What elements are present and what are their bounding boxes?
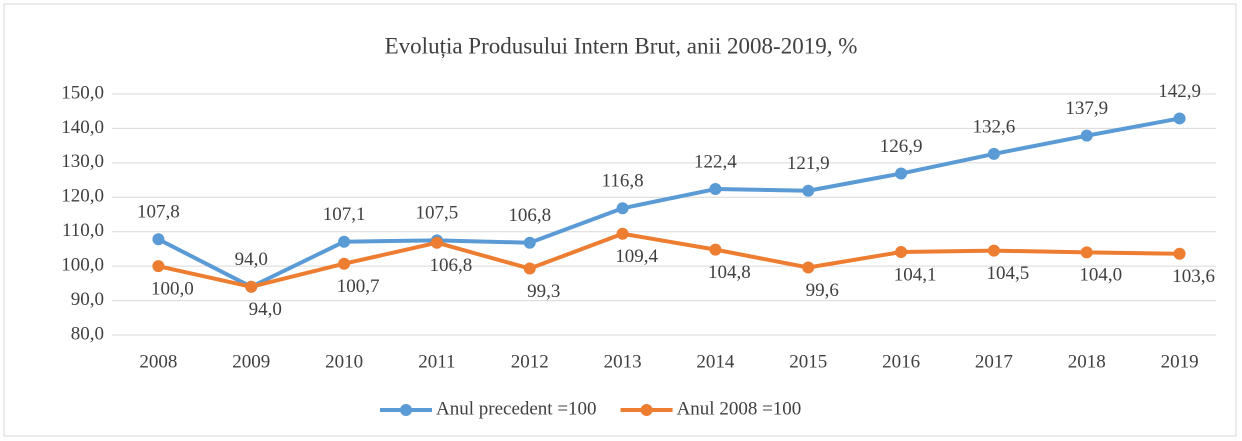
y-tick-label: 130,0 [61, 151, 104, 172]
marker [987, 147, 1000, 160]
marker [338, 235, 351, 248]
marker [152, 233, 165, 246]
marker [523, 236, 536, 249]
data-label: 100,7 [337, 276, 380, 297]
y-tick-label: 120,0 [61, 186, 104, 207]
data-label: 104,8 [708, 262, 751, 283]
marker [987, 244, 1000, 257]
chart-title: Evoluția Produsului Intern Brut, anii 20… [385, 33, 858, 58]
x-tick-label: 2017 [975, 351, 1013, 372]
data-label: 106,8 [430, 255, 473, 276]
y-tick-label: 90,0 [71, 289, 104, 310]
data-label: 142,9 [1158, 81, 1201, 102]
x-tick-label: 2019 [1161, 351, 1199, 372]
data-label: 94,0 [249, 299, 282, 320]
marker [616, 227, 629, 240]
marker [895, 167, 908, 180]
y-tick-label: 110,0 [62, 220, 104, 241]
marker [709, 243, 722, 256]
marker [802, 184, 815, 197]
marker [245, 280, 258, 293]
marker [1173, 247, 1186, 260]
line [157, 231, 1180, 289]
y-tick-label: 150,0 [61, 82, 104, 103]
marker [152, 260, 165, 273]
data-label: 109,4 [615, 246, 658, 267]
marker [895, 246, 908, 259]
y-tick-label: 100,0 [61, 255, 104, 276]
data-label: 107,1 [323, 204, 366, 225]
data-label: 116,8 [602, 171, 644, 192]
marker [1080, 246, 1093, 259]
data-label: 99,3 [527, 281, 560, 302]
marker [430, 236, 443, 249]
y-tick-label: 140,0 [61, 117, 104, 138]
data-label: 107,8 [137, 202, 180, 223]
x-tick-label: 2010 [325, 351, 363, 372]
legend-marker [640, 404, 653, 416]
marker [1080, 129, 1093, 142]
x-tick-label: 2018 [1068, 351, 1106, 372]
y-tick-label: 80,0 [71, 323, 104, 344]
data-label: 122,4 [694, 151, 737, 172]
data-label: 126,9 [880, 136, 923, 157]
data-label: 104,1 [894, 264, 937, 285]
data-label: 99,6 [806, 280, 839, 301]
data-label: 132,6 [973, 116, 1016, 137]
legend-marker [400, 404, 412, 416]
x-tick-label: 2014 [696, 351, 735, 372]
data-label: 104,0 [1079, 265, 1122, 286]
chart-border [3, 3, 1237, 437]
data-label: 106,8 [508, 205, 551, 226]
data-label: 100,0 [151, 279, 194, 300]
line [157, 116, 1180, 289]
marker [338, 257, 351, 270]
marker [523, 262, 536, 275]
data-label: 137,9 [1065, 98, 1108, 119]
marker [1173, 112, 1186, 125]
x-tick-label: 2012 [511, 351, 549, 372]
x-tick-label: 2011 [418, 351, 455, 372]
x-tick-label: 2008 [139, 351, 177, 372]
data-label: 104,5 [987, 263, 1030, 284]
data-label: 107,5 [416, 203, 459, 224]
marker [802, 261, 815, 274]
x-tick-label: 2009 [232, 351, 270, 372]
x-tick-label: 2016 [882, 351, 920, 372]
legend-label: Anul precedent =100 [436, 398, 597, 419]
marker [709, 183, 722, 196]
legend-label: Anul 2008 =100 [677, 398, 802, 419]
x-tick-label: 2015 [789, 351, 827, 372]
data-label: 103,6 [1172, 266, 1215, 287]
x-tick-label: 2013 [604, 351, 642, 372]
data-label: 94,0 [235, 249, 268, 270]
marker [616, 202, 629, 215]
data-label: 121,9 [787, 153, 830, 174]
